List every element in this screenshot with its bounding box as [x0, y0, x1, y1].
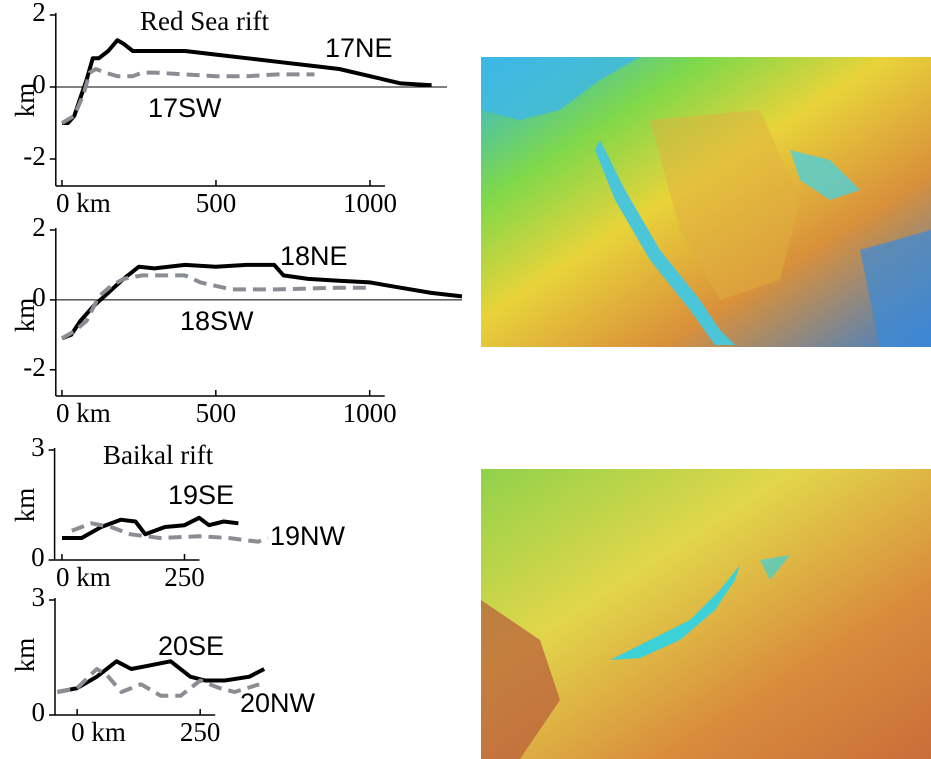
y-tick-label: -2 — [23, 141, 46, 171]
y-tick-label: 0 — [32, 282, 46, 312]
series-line — [62, 38, 432, 125]
y-tick-label: 2 — [32, 212, 46, 242]
y-tick-label: 3 — [32, 582, 46, 612]
y-tick-label: 2 — [32, 0, 46, 27]
y-axis-label: km — [10, 83, 40, 118]
x-tick-label: 0 km — [56, 562, 111, 592]
series-label: 20NW — [240, 688, 316, 718]
y-tick-label: 0 — [32, 697, 46, 727]
chart-title: Red Sea rift — [140, 6, 269, 36]
series-line — [57, 667, 260, 698]
series-label: 18NE — [280, 241, 348, 271]
series-line — [57, 659, 266, 694]
y-tick-label: -2 — [23, 352, 46, 382]
series-label: 17SW — [148, 93, 222, 123]
chart-title: Baikal rift — [103, 440, 214, 470]
x-tick-label: 250 — [180, 717, 221, 747]
x-tick-label: 250 — [164, 562, 205, 592]
y-tick-label: 0 — [32, 69, 46, 99]
y-axis-label: km — [10, 638, 40, 673]
y-axis-label: km — [10, 298, 40, 333]
x-tick-label: 1000 — [343, 398, 397, 428]
y-axis-label: km — [10, 488, 40, 523]
series-label: 19NW — [270, 521, 346, 551]
x-tick-label: 0 km — [56, 188, 111, 218]
x-tick-label: 0 km — [71, 717, 126, 747]
y-tick-label: 3 — [31, 432, 45, 462]
x-tick-label: 500 — [196, 188, 237, 218]
y-tick-label: 0 — [31, 542, 45, 572]
series-label: 17NE — [325, 33, 393, 63]
x-tick-label: 500 — [196, 398, 237, 428]
x-tick-label: 0 km — [56, 398, 111, 428]
series-line — [71, 521, 269, 544]
series-line — [60, 67, 315, 125]
series-label: 20SE — [158, 631, 224, 661]
red-sea-map — [481, 57, 931, 347]
series-line — [61, 273, 370, 341]
series-label: 18SW — [180, 306, 254, 336]
x-tick-label: 1000 — [343, 188, 397, 218]
baikal-map — [481, 469, 931, 759]
series-label: 19SE — [168, 480, 234, 510]
series-line — [62, 515, 239, 540]
series-line — [61, 262, 463, 341]
